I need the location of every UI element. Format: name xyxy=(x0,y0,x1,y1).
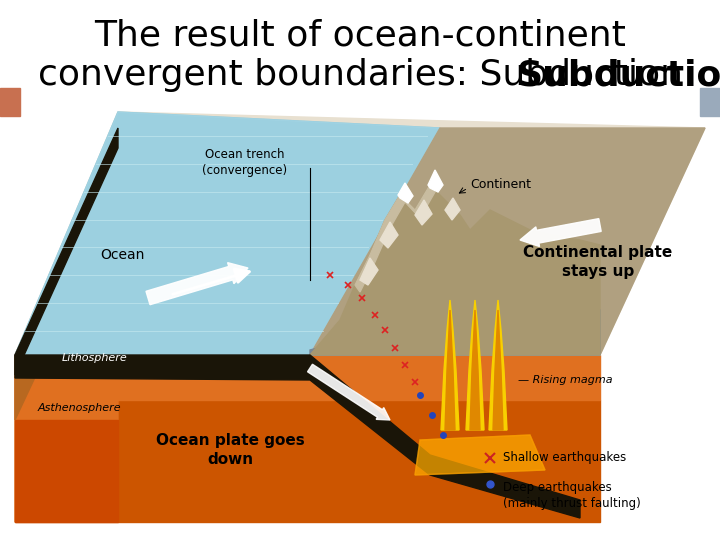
Polygon shape xyxy=(310,128,705,355)
Text: Subduction: Subduction xyxy=(516,58,720,92)
Polygon shape xyxy=(466,300,484,430)
Polygon shape xyxy=(15,420,118,522)
Polygon shape xyxy=(489,300,507,430)
Polygon shape xyxy=(15,112,440,355)
Polygon shape xyxy=(445,310,455,430)
Bar xyxy=(0,88,20,116)
Polygon shape xyxy=(15,112,705,355)
FancyArrow shape xyxy=(146,262,248,305)
Polygon shape xyxy=(15,128,118,375)
Polygon shape xyxy=(380,222,398,248)
Polygon shape xyxy=(15,400,600,522)
Polygon shape xyxy=(15,128,118,522)
Polygon shape xyxy=(445,198,460,220)
Polygon shape xyxy=(360,258,378,285)
Text: Ocean trench
(convergence): Ocean trench (convergence) xyxy=(202,148,287,177)
FancyArrow shape xyxy=(307,364,390,420)
Text: Ocean plate goes
down: Ocean plate goes down xyxy=(156,433,305,468)
Text: Continental plate
stays up: Continental plate stays up xyxy=(523,245,672,279)
FancyArrow shape xyxy=(520,219,601,247)
Text: Shallow earthquakes: Shallow earthquakes xyxy=(503,451,626,464)
Polygon shape xyxy=(15,355,580,518)
Polygon shape xyxy=(470,310,480,430)
Polygon shape xyxy=(355,185,435,292)
Polygon shape xyxy=(493,310,503,430)
Text: Deep earthquakes
(mainly thrust faulting): Deep earthquakes (mainly thrust faulting… xyxy=(503,481,641,510)
Text: Lithosphere: Lithosphere xyxy=(62,353,127,363)
Polygon shape xyxy=(415,435,545,475)
Polygon shape xyxy=(398,183,413,203)
Polygon shape xyxy=(310,305,600,355)
Bar xyxy=(700,88,720,116)
Text: — Rising magma: — Rising magma xyxy=(518,375,613,385)
Text: Continent: Continent xyxy=(470,179,531,192)
Polygon shape xyxy=(15,355,600,400)
Text: Asthenosphere: Asthenosphere xyxy=(38,403,122,413)
Text: Ocean: Ocean xyxy=(100,248,145,262)
Polygon shape xyxy=(310,185,600,355)
Polygon shape xyxy=(15,148,118,420)
Polygon shape xyxy=(428,170,443,192)
Polygon shape xyxy=(415,435,545,475)
Polygon shape xyxy=(441,300,459,430)
Text: convergent boundaries: ​Subduction: convergent boundaries: ​Subduction xyxy=(37,58,683,92)
Polygon shape xyxy=(415,200,432,225)
Polygon shape xyxy=(15,112,440,355)
Text: The result of ocean-continent: The result of ocean-continent xyxy=(94,18,626,52)
